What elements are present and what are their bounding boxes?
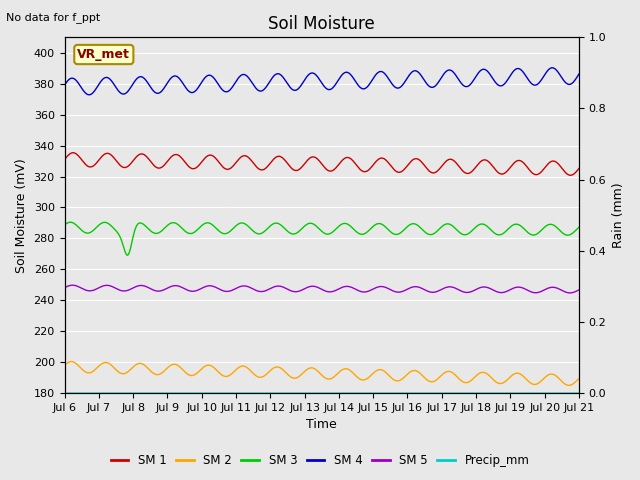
Text: VR_met: VR_met [77,48,131,61]
Title: Soil Moisture: Soil Moisture [268,15,375,33]
Y-axis label: Rain (mm): Rain (mm) [612,182,625,248]
Y-axis label: Soil Moisture (mV): Soil Moisture (mV) [15,158,28,273]
Text: No data for f_ppt: No data for f_ppt [6,12,100,23]
Legend: SM 1, SM 2, SM 3, SM 4, SM 5, Precip_mm: SM 1, SM 2, SM 3, SM 4, SM 5, Precip_mm [106,449,534,472]
X-axis label: Time: Time [307,419,337,432]
